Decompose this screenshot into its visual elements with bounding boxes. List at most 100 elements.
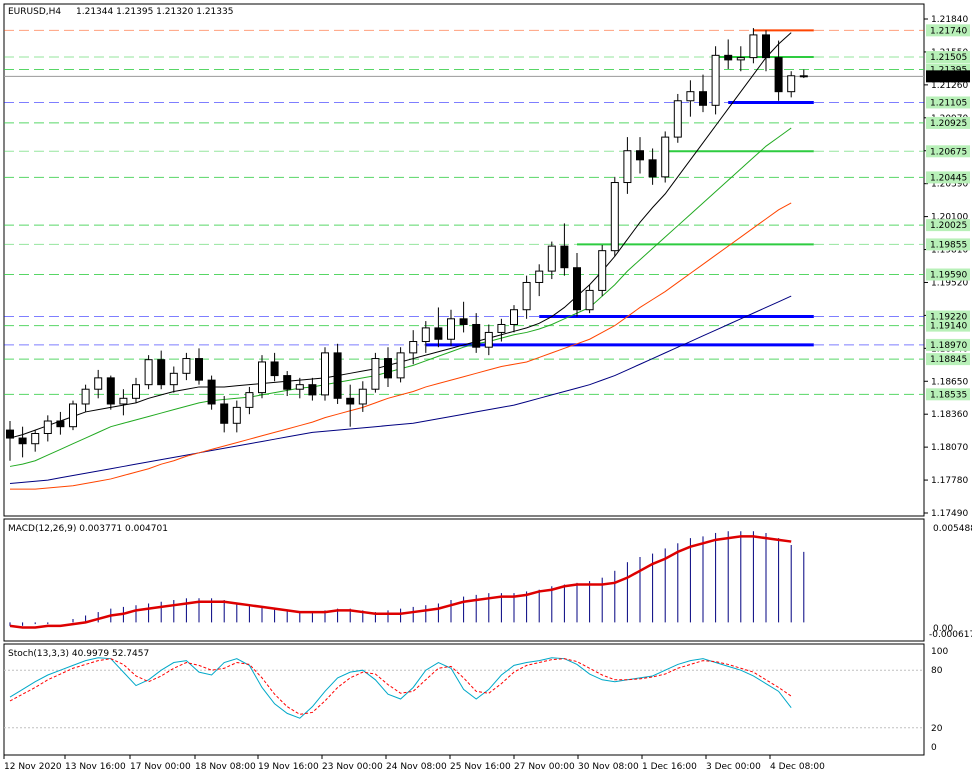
- candle-body: [699, 91, 707, 106]
- candle-body: [31, 433, 40, 445]
- candle-body: [346, 397, 355, 405]
- candle-body: [484, 331, 493, 348]
- level-tag-bg: [926, 268, 970, 281]
- level-tag-label: 1.20925: [930, 119, 967, 129]
- candle-body: [295, 384, 304, 390]
- candle-body: [774, 57, 783, 93]
- price-tick-label: 1.21260: [931, 81, 968, 91]
- candle-body: [610, 182, 619, 252]
- time-tick-label: 18 Nov 08:00: [195, 762, 256, 772]
- macd-panel-frame: [3, 518, 925, 642]
- candle-body: [459, 318, 468, 325]
- time-tick-label: 12 Nov 2020: [4, 762, 62, 772]
- candle-body: [157, 359, 166, 386]
- candle-body: [573, 267, 581, 311]
- candle-body: [762, 34, 770, 59]
- level-tag-bg: [926, 171, 970, 184]
- macd-axis-label: 0.00: [933, 624, 953, 634]
- level-tag-label: 1.19590: [930, 271, 967, 281]
- candle-body: [132, 384, 140, 399]
- level-tag-bg: [926, 116, 970, 129]
- time-tick-label: 19 Nov 16:00: [258, 762, 319, 772]
- current-price-tag: [926, 70, 970, 83]
- candle-body: [535, 270, 544, 283]
- ohlc-readout: 1.21344 1.21395 1.21320 1.21335: [76, 7, 233, 17]
- candle-body: [220, 403, 229, 424]
- level-tag-label: 1.18535: [930, 390, 967, 400]
- level-tag-bg: [926, 319, 970, 332]
- stoch-lines: [4, 657, 924, 729]
- level-tag-bg: [926, 388, 970, 401]
- candle-body: [787, 75, 796, 93]
- candle-body: [321, 352, 329, 396]
- candle-body: [169, 372, 178, 386]
- time-tick-label: 1 Dec 16:00: [642, 762, 697, 772]
- stoch-panel-frame: [3, 643, 925, 756]
- moving-average-line: [10, 202, 792, 490]
- level-tag-label: 1.19140: [930, 322, 967, 332]
- level-tag-label: 1.20445: [930, 173, 967, 183]
- level-tag-label: 1.21105: [930, 98, 967, 108]
- price-tick-label: 1.18650: [931, 377, 968, 387]
- macd-axis-label: -0.000617: [929, 630, 972, 640]
- level-tag-label: 1.19855: [930, 240, 967, 250]
- price-tick-label: 1.18070: [931, 443, 968, 453]
- price-tick-label: 1.18360: [931, 410, 968, 420]
- candle-body: [598, 250, 607, 291]
- candle-body: [232, 406, 241, 424]
- candle-body: [18, 437, 27, 445]
- level-tag-label: 1.20675: [930, 147, 967, 157]
- stoch-axis-label: 100: [931, 647, 948, 657]
- candle-body: [711, 54, 720, 106]
- candle-body: [749, 34, 758, 59]
- level-tag-bg: [926, 353, 970, 366]
- price-tick-label: 1.17780: [931, 476, 968, 486]
- symbol-label: EURUSD,H4: [8, 7, 61, 17]
- stoch-title: Stoch(13,3,3) 40.9979 52.7457: [8, 649, 149, 659]
- stoch-axis-label: 80: [931, 666, 943, 676]
- macd-axis: 0.005488 0.00-0.000617: [929, 524, 972, 640]
- candle-body: [258, 361, 266, 394]
- candle-body: [421, 327, 430, 343]
- candle-body: [434, 327, 443, 340]
- stoch-axis-label: 20: [931, 724, 943, 734]
- candle-body: [144, 359, 153, 386]
- candle-body: [81, 388, 90, 405]
- time-axis: 12 Nov 2020 13 Nov 16:00 17 Nov 00:00 18 No…: [3, 755, 825, 772]
- level-tag-label: 1.21740: [930, 26, 967, 36]
- level-tag-label: 1.18845: [930, 355, 967, 365]
- level-tag-label: 1.20025: [930, 221, 967, 231]
- candle-body: [207, 379, 216, 405]
- candle-body: [497, 323, 506, 333]
- stoch-axis: 100 80 20 0: [931, 647, 948, 753]
- macd-axis-label: 0.005488: [933, 524, 972, 534]
- time-tick-label: 3 Dec 00:00: [706, 762, 761, 772]
- level-tags: 1.217401.215051.213951.211051.209251.206…: [926, 24, 970, 401]
- candle-body: [673, 100, 682, 138]
- level-tag-bg: [926, 24, 970, 37]
- level-tag-bg: [926, 310, 970, 323]
- candle-body: [636, 150, 644, 161]
- candle-body: [661, 136, 670, 178]
- current-price-label: 1.21335: [930, 72, 967, 82]
- level-tag-bg: [926, 219, 970, 232]
- level-tag-bg: [926, 145, 970, 158]
- price-levels: [4, 29, 924, 395]
- candle-body: [736, 57, 745, 61]
- candle-body: [56, 420, 65, 428]
- candle-body: [686, 91, 695, 102]
- candle-body: [384, 358, 392, 379]
- moving-average-line: [9, 295, 792, 484]
- candle-body: [799, 75, 808, 78]
- candle-body: [308, 384, 317, 396]
- price-tick-label: 1.19810: [931, 246, 968, 256]
- level-tag-bg: [926, 51, 970, 64]
- price-tick-label: 1.21840: [931, 15, 968, 25]
- candle-body: [358, 388, 367, 405]
- candle-body: [510, 309, 518, 325]
- candle-body: [245, 392, 254, 408]
- time-tick-label: 13 Nov 16:00: [65, 762, 126, 772]
- candle-body: [283, 375, 292, 390]
